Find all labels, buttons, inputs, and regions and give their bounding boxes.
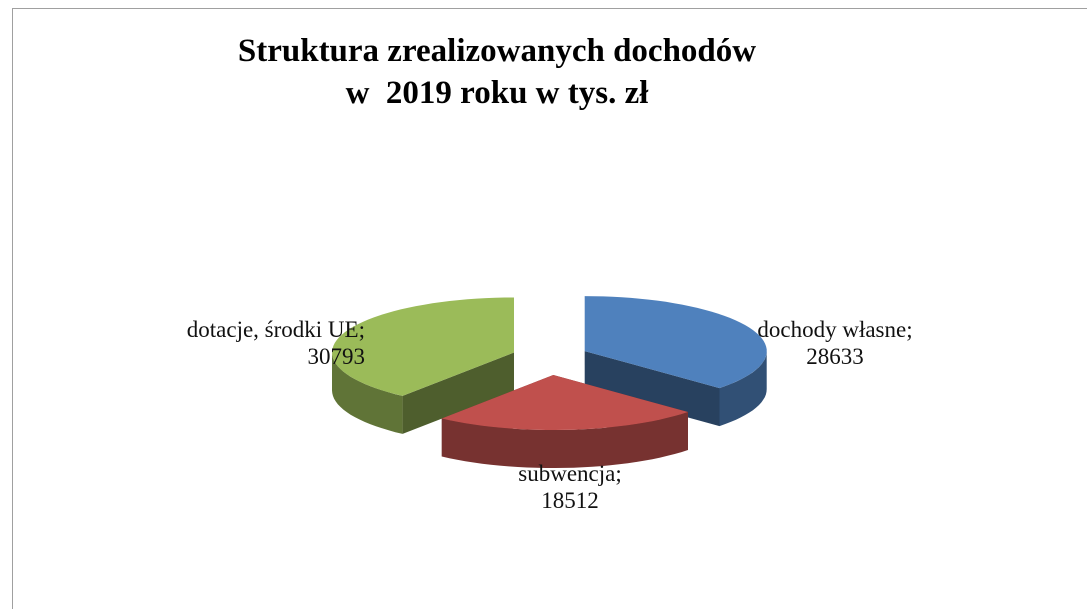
data-label: dotacje, środki UE; 30793 [150, 316, 365, 370]
slice [441, 375, 688, 430]
data-label: dochody własne; 28633 [715, 316, 955, 370]
data-label-value: 30793 [307, 344, 366, 369]
slice-side [402, 352, 514, 434]
slice [332, 297, 514, 396]
data-label-value: 28633 [806, 344, 864, 369]
slice-wall [719, 351, 767, 427]
chart-title: Struktura zrealizowanych dochodów w 2019… [237, 33, 757, 111]
chart-border [12, 8, 1087, 609]
slice [584, 296, 767, 389]
data-label-category: subwencja; [518, 461, 622, 486]
slice-wall [441, 412, 688, 468]
data-label: subwencja; 18512 [450, 460, 690, 514]
slice-side [584, 351, 720, 427]
data-label-category: dochody własne; [757, 317, 913, 342]
data-label-value: 18512 [541, 488, 599, 513]
data-label-category: dotacje, środki UE; [186, 317, 365, 342]
slice-wall [332, 352, 403, 434]
